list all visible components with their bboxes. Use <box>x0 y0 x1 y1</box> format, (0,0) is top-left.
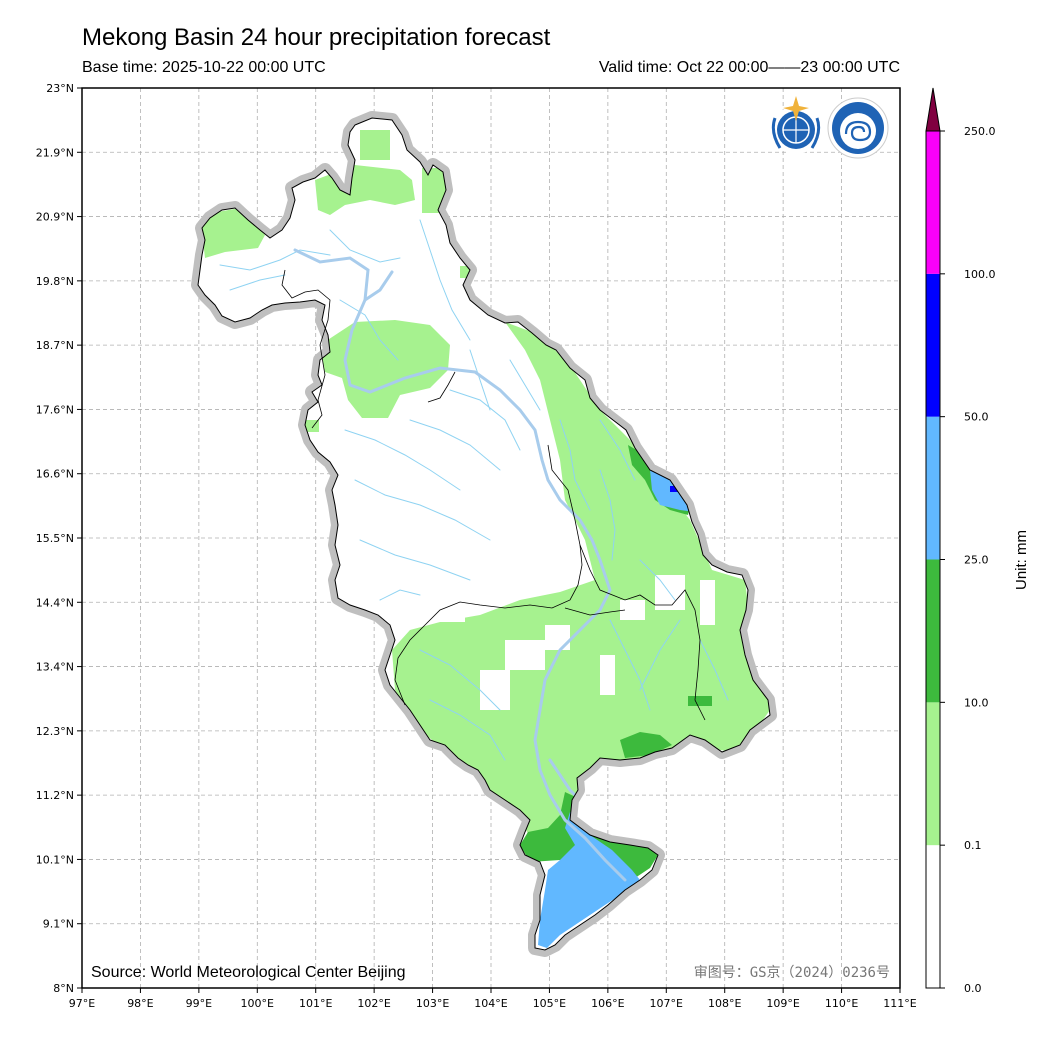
base-time-label: Base time: 2025-10-22 00:00 UTC <box>82 59 326 76</box>
lon-tick-label: 105°E <box>533 997 566 1010</box>
lon-tick-label: 99°E <box>186 997 212 1010</box>
map-title: Mekong Basin 24 hour precipitation forec… <box>82 24 551 51</box>
wmo-logo <box>771 96 821 154</box>
source-note: Source: World Meteorological Center Beij… <box>91 964 406 981</box>
colorbar-segment <box>926 845 940 988</box>
lat-tick-label: 20.9°N <box>36 211 74 224</box>
lat-tick-label: 19.8°N <box>36 275 74 288</box>
precip-band-50-to-100 <box>670 486 680 492</box>
lat-tick-label: 9.1°N <box>43 918 74 931</box>
lat-tick-label: 16.6°N <box>36 468 74 481</box>
no-rain-gaps <box>435 575 715 710</box>
lat-tick-label: 13.4°N <box>36 661 74 674</box>
map-approval-number: 审图号：GS京（2024）0236号 <box>694 965 890 981</box>
lon-tick-label: 110°E <box>825 997 858 1010</box>
colorbar-tick-label: 25.0 <box>964 554 989 567</box>
lon-tick-label: 107°E <box>650 997 683 1010</box>
lon-tick-label: 106°E <box>591 997 624 1010</box>
river-network <box>219 219 729 882</box>
latitude-axis: 23°N 21.9°N 20.9°N 19.8°N 18.7°N 17.6°N 16.6°N… <box>36 82 82 995</box>
colorbar-tick-label: 100.0 <box>964 268 996 281</box>
lat-tick-label: 21.9°N <box>36 146 74 159</box>
lon-tick-label: 100°E <box>241 997 274 1010</box>
colorbar-segment <box>926 702 940 846</box>
lon-tick-label: 97°E <box>69 997 95 1010</box>
precipitation-layer <box>200 130 770 948</box>
colorbar: 0.0 0.1 10.0 25.0 50.0 100.0 250.0 <box>925 87 996 995</box>
lon-tick-label: 102°E <box>357 997 390 1010</box>
lon-tick-label: 101°E <box>299 997 332 1010</box>
lon-tick-label: 104°E <box>474 997 507 1010</box>
lat-tick-label: 8°N <box>53 982 74 995</box>
lat-tick-label: 12.3°N <box>36 725 74 738</box>
lat-tick-label: 15.5°N <box>36 532 74 545</box>
colorbar-tick-label: 0.1 <box>964 839 982 852</box>
country-borders <box>281 269 706 721</box>
valid-time-label: Valid time: Oct 22 00:00——23 00:00 UTC <box>598 59 900 76</box>
colorbar-segment <box>926 416 940 560</box>
lon-tick-label: 109°E <box>766 997 799 1010</box>
colorbar-tick-label: 0.0 <box>964 982 982 995</box>
lon-tick-label: 108°E <box>708 997 741 1010</box>
longitude-axis: 97°E 98°E 99°E 100°E 101°E 102°E 103°E 104°E 105… <box>69 988 917 1010</box>
cma-logo <box>827 97 889 159</box>
colorbar-segment <box>926 273 940 417</box>
precip-band-0-1-to-10 <box>200 130 770 845</box>
lon-tick-label: 98°E <box>127 997 153 1010</box>
colorbar-tick-label: 50.0 <box>964 411 989 424</box>
colorbar-segment <box>926 559 940 703</box>
lat-tick-label: 18.7°N <box>36 339 74 352</box>
lon-tick-label: 103°E <box>416 997 449 1010</box>
colorbar-tick-label: 250.0 <box>964 125 996 138</box>
lon-tick-label: 111°E <box>883 997 916 1010</box>
colorbar-tick-label: 10.0 <box>964 696 989 709</box>
lat-tick-label: 11.2°N <box>36 789 74 802</box>
colorbar-unit-label: Unit: mm <box>1013 530 1030 590</box>
lat-tick-label: 14.4°N <box>36 596 74 609</box>
lat-tick-label: 17.6°N <box>36 403 74 416</box>
lat-tick-label: 23°N <box>46 82 74 95</box>
colorbar-extend-arrow <box>925 87 941 132</box>
colorbar-segment <box>926 131 940 274</box>
lat-tick-label: 10.1°N <box>36 853 74 866</box>
